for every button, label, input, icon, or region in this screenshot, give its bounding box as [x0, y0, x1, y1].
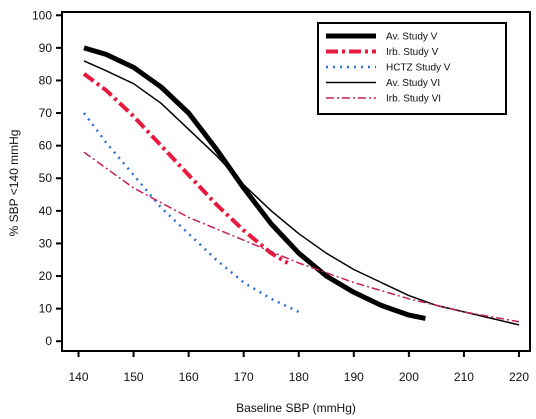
y-tick-label: 90 — [39, 41, 53, 55]
x-tick-label: 140 — [69, 370, 89, 384]
x-tick-label: 150 — [124, 370, 144, 384]
y-tick-label: 20 — [39, 269, 53, 283]
y-tick-label: 40 — [39, 204, 53, 218]
y-tick-label: 30 — [39, 236, 53, 250]
legend-label: Av. Study VI — [386, 78, 440, 89]
x-tick-label: 160 — [179, 370, 199, 384]
y-tick-label: 100 — [32, 8, 52, 22]
series-line-2 — [82, 72, 289, 265]
series-line-5 — [83, 151, 520, 323]
x-tick-label: 200 — [399, 370, 419, 384]
series-line-1 — [83, 45, 426, 321]
legend: Av. Study V Irb. Study V HCTZ Study V Av. S… — [317, 22, 507, 115]
x-axis-title: Baseline SBP (mmHg) — [236, 401, 356, 415]
x-tick-label: 180 — [289, 370, 309, 384]
x-tick-label: 170 — [234, 370, 254, 384]
y-tick-label: 0 — [45, 334, 52, 348]
x-tick-label: 210 — [454, 370, 474, 384]
y-tick-label: 10 — [39, 302, 53, 316]
y-tick-label: 70 — [39, 106, 53, 120]
x-tick-label: 190 — [344, 370, 364, 384]
y-tick-label: 80 — [39, 73, 53, 87]
x-axis: 140 150 160 170 180 190 200 210 220 — [69, 351, 529, 384]
y-tick-label: 60 — [39, 139, 53, 153]
legend-label: Irb. Study V — [386, 47, 439, 58]
series-layer — [82, 45, 520, 326]
y-axis-title: % SBP <140 mmHg — [7, 130, 21, 237]
y-tick-label: 50 — [39, 171, 53, 185]
y-axis: 0 10 20 30 40 50 60 70 80 90 100 — [32, 8, 62, 348]
series-line-3 — [82, 112, 300, 314]
legend-label: HCTZ Study V — [386, 63, 451, 74]
legend-label: Irb. Study VI — [386, 94, 441, 105]
legend-label: Av. Study V — [386, 32, 438, 43]
x-tick-label: 220 — [509, 370, 529, 384]
plot-frame — [61, 11, 531, 352]
